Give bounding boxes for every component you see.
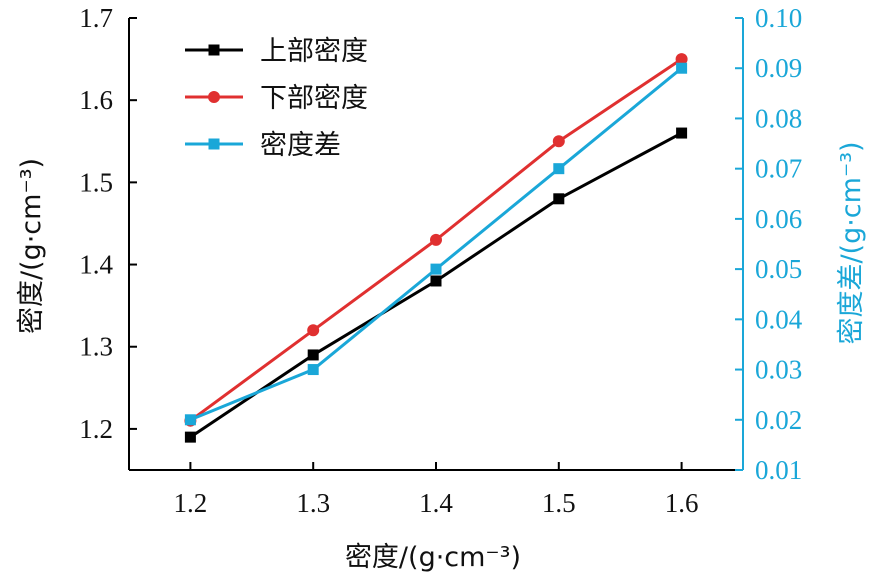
x-tick-label: 1.3 bbox=[296, 488, 330, 518]
y-tick-right-label: 0.01 bbox=[755, 455, 802, 485]
y-tick-left-label: 1.7 bbox=[79, 3, 113, 33]
y-tick-right-label: 0.10 bbox=[755, 3, 802, 33]
y-tick-left-label: 1.6 bbox=[79, 85, 113, 115]
data-point bbox=[553, 163, 565, 175]
y-tick-left-label: 1.2 bbox=[79, 414, 113, 444]
y-tick-right-label: 0.05 bbox=[755, 254, 802, 284]
data-point bbox=[675, 53, 688, 66]
y-tick-right-label: 0.04 bbox=[755, 304, 803, 334]
x-tick-label: 1.4 bbox=[419, 488, 453, 518]
y-tick-left-label: 1.4 bbox=[79, 250, 113, 280]
series-密度差 bbox=[184, 62, 688, 426]
data-point bbox=[184, 414, 196, 426]
y-tick-right-label: 0.07 bbox=[755, 154, 802, 184]
data-point bbox=[307, 324, 320, 337]
data-point bbox=[208, 91, 220, 103]
data-point bbox=[430, 263, 442, 275]
y-tick-right-label: 0.06 bbox=[755, 204, 802, 234]
data-point bbox=[208, 138, 220, 150]
data-point bbox=[430, 233, 442, 246]
series-layer bbox=[184, 53, 688, 443]
legend-entry: 上部密度 bbox=[185, 36, 368, 67]
y-tick-right-label: 0.09 bbox=[755, 53, 802, 83]
legend-entry: 密度差 bbox=[185, 130, 341, 161]
legend-label: 上部密度 bbox=[260, 36, 368, 67]
legend-entry: 下部密度 bbox=[185, 83, 368, 114]
data-point bbox=[553, 193, 565, 205]
data-point bbox=[184, 431, 196, 443]
x-tick-label: 1.2 bbox=[174, 488, 208, 518]
y-axis-right-title: 密度差/(g·cm⁻³) bbox=[836, 141, 867, 344]
x-tick-label: 1.5 bbox=[542, 488, 576, 518]
y-tick-left-label: 1.3 bbox=[79, 332, 113, 362]
data-point bbox=[307, 349, 319, 361]
data-point bbox=[430, 275, 442, 287]
y-tick-right-label: 0.02 bbox=[755, 405, 802, 435]
axes: 1.2 1.3 1.4 1.5 1.6 1.2 1.3 1.4 1.5 1.6 1.7 0.01 0.0… bbox=[79, 3, 803, 518]
data-point bbox=[307, 364, 319, 376]
data-point bbox=[676, 62, 688, 74]
y-tick-left-label: 1.5 bbox=[79, 167, 113, 197]
y-tick-right-label: 0.03 bbox=[755, 355, 802, 385]
x-tick-label: 1.6 bbox=[665, 488, 699, 518]
data-point bbox=[208, 44, 220, 56]
y-axis-left-title: 密度/(g·cm⁻³) bbox=[16, 158, 47, 334]
legend-label: 下部密度 bbox=[260, 83, 368, 114]
data-point bbox=[676, 127, 688, 139]
y-tick-right-label: 0.08 bbox=[755, 103, 802, 133]
data-point bbox=[552, 135, 565, 148]
x-axis-title: 密度/(g·cm⁻³) bbox=[345, 542, 521, 573]
legend-label: 密度差 bbox=[260, 130, 341, 161]
series-上部密度 bbox=[184, 127, 688, 443]
